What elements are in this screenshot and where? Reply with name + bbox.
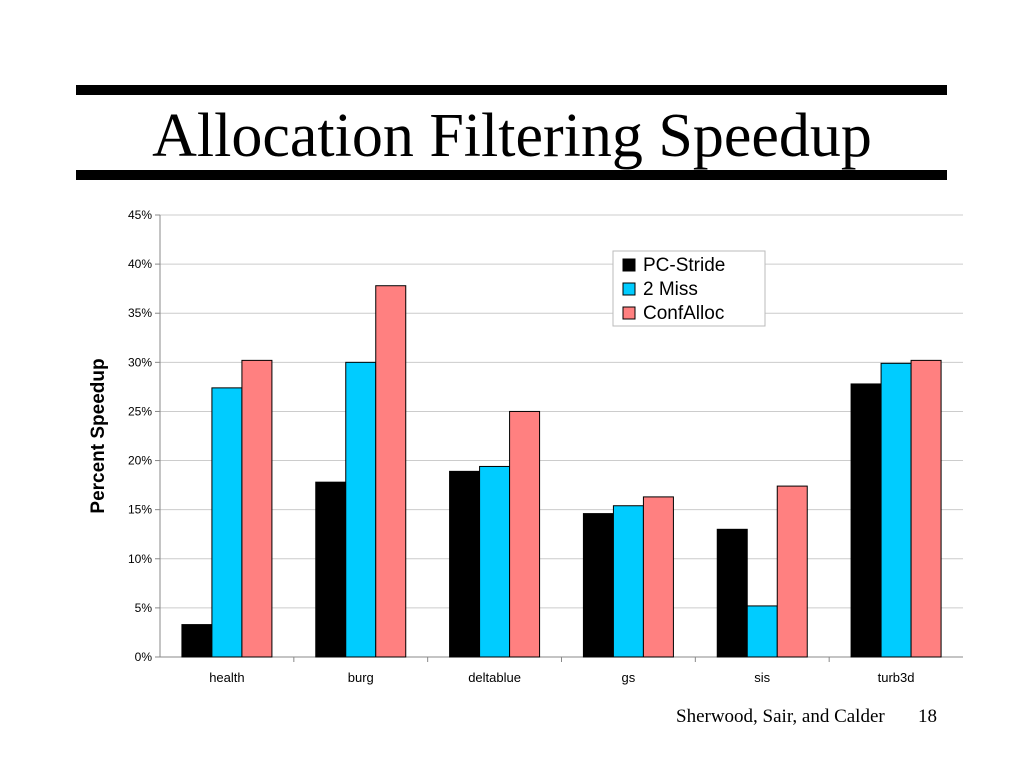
x-category-label: burg — [348, 670, 374, 685]
footer-credit: Sherwood, Sair, and Calder — [676, 706, 885, 727]
y-tick-label: 35% — [128, 306, 152, 320]
y-tick-label: 25% — [128, 404, 152, 418]
bar-2-miss — [880, 362, 912, 658]
y-tick-label: 30% — [128, 355, 152, 369]
bar-confalloc — [910, 359, 942, 658]
legend-label: 2 Miss — [643, 279, 698, 300]
y-tick-label: 45% — [128, 208, 152, 222]
bar-pc-stride — [181, 624, 213, 658]
legend-swatch — [622, 282, 636, 296]
y-tick-label: 40% — [128, 257, 152, 271]
bar-pc-stride — [716, 528, 748, 658]
bar-2-miss — [746, 605, 778, 658]
legend-box — [612, 250, 766, 327]
bar-pc-stride — [850, 383, 882, 658]
slide-title: Allocation Filtering Speedup — [152, 102, 872, 170]
legend-label: PC-Stride — [643, 255, 725, 276]
title-rule-top — [76, 85, 947, 95]
legend-swatch — [622, 306, 636, 320]
x-category-label: deltablue — [468, 670, 521, 685]
bar-2-miss — [612, 505, 644, 658]
bar-pc-stride — [315, 481, 347, 658]
y-tick-label: 5% — [135, 601, 153, 615]
y-tick-label: 20% — [128, 454, 152, 468]
y-axis-title: Percent Speedup — [88, 358, 109, 513]
bar-confalloc — [241, 359, 273, 658]
y-tick-label: 15% — [128, 503, 152, 517]
bar-2-miss — [211, 387, 243, 658]
bar-confalloc — [776, 485, 808, 658]
bar-pc-stride — [449, 470, 481, 658]
x-category-label: health — [209, 670, 244, 685]
x-category-label: turb3d — [878, 670, 915, 685]
y-tick-label: 0% — [135, 650, 153, 664]
x-category-label: gs — [622, 670, 636, 685]
bar-pc-stride — [582, 513, 614, 658]
bar-confalloc — [375, 285, 407, 658]
bar-2-miss — [479, 465, 511, 658]
page-number: 18 — [918, 706, 937, 727]
title-rule-bottom — [76, 170, 947, 180]
bar-2-miss — [345, 361, 377, 658]
legend-label: ConfAlloc — [643, 303, 724, 324]
bar-confalloc — [642, 496, 674, 658]
legend-swatch — [622, 258, 636, 272]
x-category-label: sis — [754, 670, 770, 685]
bar-confalloc — [509, 410, 541, 658]
y-tick-label: 10% — [128, 552, 152, 566]
